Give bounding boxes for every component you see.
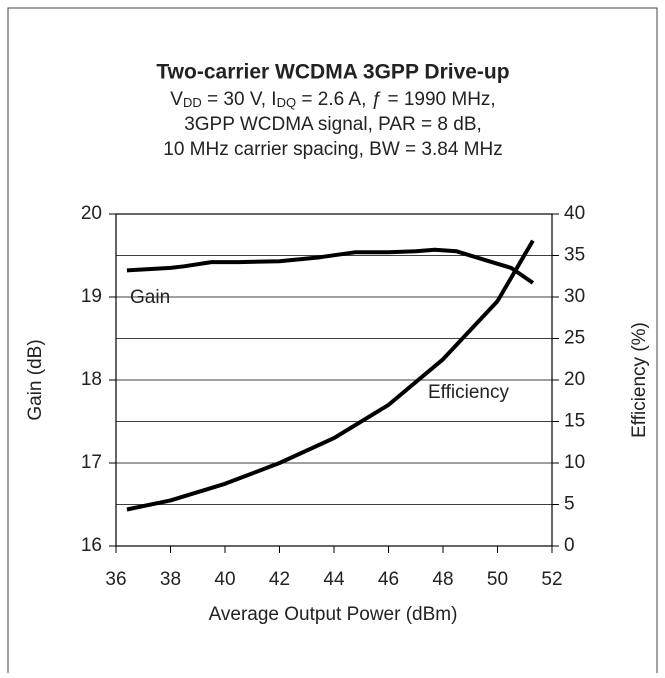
x-tick-label: 44	[323, 569, 345, 590]
subtitle-part: = 2.6 A, ƒ = 1990 MHz,	[296, 89, 496, 110]
x-tick-label: 46	[378, 569, 399, 590]
y2-tick-label: 30	[564, 286, 585, 307]
x-axis-label: Average Output Power (dBm)	[209, 604, 458, 625]
y-axis-label: Gain (dB)	[25, 339, 46, 420]
subscript: DD	[183, 95, 202, 110]
subtitle-part: V	[170, 89, 183, 110]
y2-tick-label: 40	[564, 203, 585, 224]
y2-tick-label: 10	[564, 452, 585, 473]
line-series	[126, 247, 535, 285]
subtitle: 10 MHz carrier spacing, BW = 3.84 MHz	[163, 139, 502, 160]
y2-tick-label: 15	[564, 411, 585, 432]
subscript: DQ	[277, 95, 297, 110]
frame	[7, 7, 658, 673]
subtitle: VDD = 30 V, IDQ = 2.6 A, ƒ = 1990 MHz,	[170, 89, 495, 110]
y2-tick-label: 20	[564, 369, 585, 390]
y2-tick-label: 0	[564, 535, 575, 556]
y2-tick-label: 25	[564, 328, 585, 349]
x-tick-label: 52	[541, 569, 562, 590]
x-tick-label: 40	[214, 569, 235, 590]
y-tick-label: 19	[81, 286, 102, 307]
y-tick-label: 20	[81, 203, 102, 224]
y-tick-label: 18	[81, 369, 102, 390]
subtitle-part: = 30 V, I	[202, 89, 277, 110]
x-tick-label: 48	[432, 569, 453, 590]
y-tick-label: 16	[81, 535, 102, 556]
chart-title: Two-carrier WCDMA 3GPP Drive-up	[156, 61, 509, 84]
x-tick-label: 42	[269, 569, 290, 590]
x-tick-label: 36	[105, 569, 126, 590]
x-tick-label: 38	[160, 569, 181, 590]
y2-tick-label: 5	[564, 494, 575, 515]
x-tick-label: 50	[487, 569, 508, 590]
line-series	[126, 239, 535, 512]
plot-area	[115, 213, 553, 547]
y2-axis-label: Efficiency (%)	[629, 322, 650, 438]
y2-tick-label: 35	[564, 245, 585, 266]
series-label: Gain	[130, 287, 170, 308]
y-tick-label: 17	[81, 452, 102, 473]
series-label: Efficiency	[428, 382, 509, 403]
subtitle: 3GPP WCDMA signal, PAR = 8 dB,	[184, 114, 482, 135]
